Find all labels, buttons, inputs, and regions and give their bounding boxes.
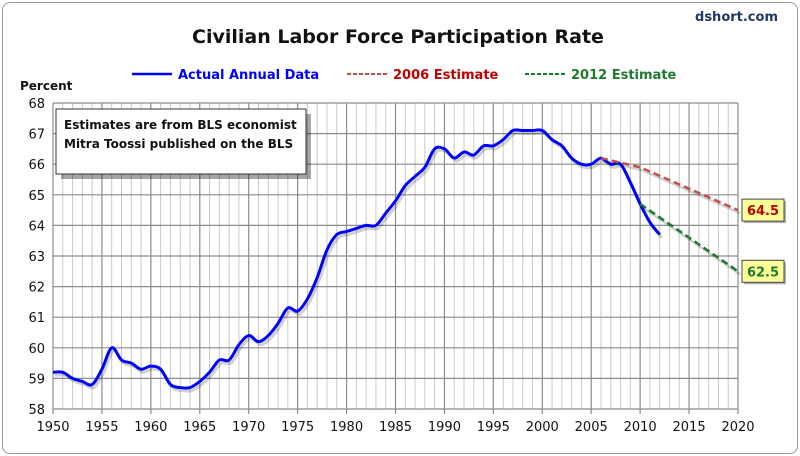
axis-labels: 58 59 60 61 62 63 64 65 66 67 68 1950 1955 1960 1965 19… bbox=[28, 97, 754, 435]
end-label-box bbox=[741, 198, 785, 222]
annotation-line-1: Estimates are from BLS economist bbox=[64, 118, 297, 132]
y-tick-label: 58 bbox=[28, 403, 45, 418]
x-tick-label: 1985 bbox=[379, 420, 412, 435]
x-tick-label: 1960 bbox=[134, 420, 167, 435]
y-tick-label: 64 bbox=[28, 219, 45, 234]
x-tick-label: 2005 bbox=[575, 420, 608, 435]
end-label-1: 64.5 bbox=[747, 204, 779, 219]
y-tick-label: 59 bbox=[28, 372, 45, 387]
x-tick-label: 2000 bbox=[526, 420, 559, 435]
series-shadow bbox=[602, 159, 741, 215]
x-tick-label: 2010 bbox=[624, 420, 657, 435]
x-tick-label: 1950 bbox=[36, 420, 69, 435]
legend-label-2012: 2012 Estimate bbox=[571, 68, 677, 83]
x-tick-label: 1955 bbox=[85, 420, 118, 435]
x-tick-label: 1980 bbox=[330, 420, 363, 435]
annotation-line-2: Mitra Toossi published on the BLS bbox=[64, 137, 293, 151]
series-shadow bbox=[641, 205, 741, 276]
chart-title: Civilian Labor Force Participation Rate bbox=[192, 26, 604, 48]
y-tick-label: 61 bbox=[28, 311, 45, 326]
x-tick-label: 1990 bbox=[428, 420, 461, 435]
series-line-2 bbox=[639, 202, 739, 273]
y-tick-label: 66 bbox=[28, 158, 45, 173]
x-tick-label: 1970 bbox=[232, 420, 265, 435]
legend-label-2006: 2006 Estimate bbox=[393, 68, 499, 83]
y-tick-label: 65 bbox=[28, 189, 45, 204]
x-tick-label: 1965 bbox=[183, 420, 216, 435]
y-tick-label: 62 bbox=[28, 281, 45, 296]
y-axis-label: Percent bbox=[20, 79, 73, 93]
series-layer: 64.5 62.5 bbox=[52, 128, 786, 393]
legend: Actual Annual Data 2006 Estimate 2012 Es… bbox=[132, 68, 677, 83]
y-tick-label: 68 bbox=[28, 97, 45, 112]
x-tick-label: 2020 bbox=[721, 420, 754, 435]
series-line-0 bbox=[52, 128, 661, 390]
x-tick-label: 1995 bbox=[477, 420, 510, 435]
y-tick-label: 60 bbox=[28, 342, 45, 357]
source-label: dshort.com bbox=[695, 10, 778, 25]
annotation-box: Estimates are from BLS economist Mitra T… bbox=[55, 108, 311, 179]
y-tick-label: 67 bbox=[28, 128, 45, 143]
legend-label-actual: Actual Annual Data bbox=[178, 68, 319, 83]
series-line-1 bbox=[600, 156, 739, 212]
x-tick-label: 1975 bbox=[281, 420, 314, 435]
end-label-2: 62.5 bbox=[747, 265, 779, 280]
x-tick-label: 2015 bbox=[673, 420, 706, 435]
end-label-box bbox=[741, 259, 785, 283]
y-tick-label: 63 bbox=[28, 250, 45, 265]
